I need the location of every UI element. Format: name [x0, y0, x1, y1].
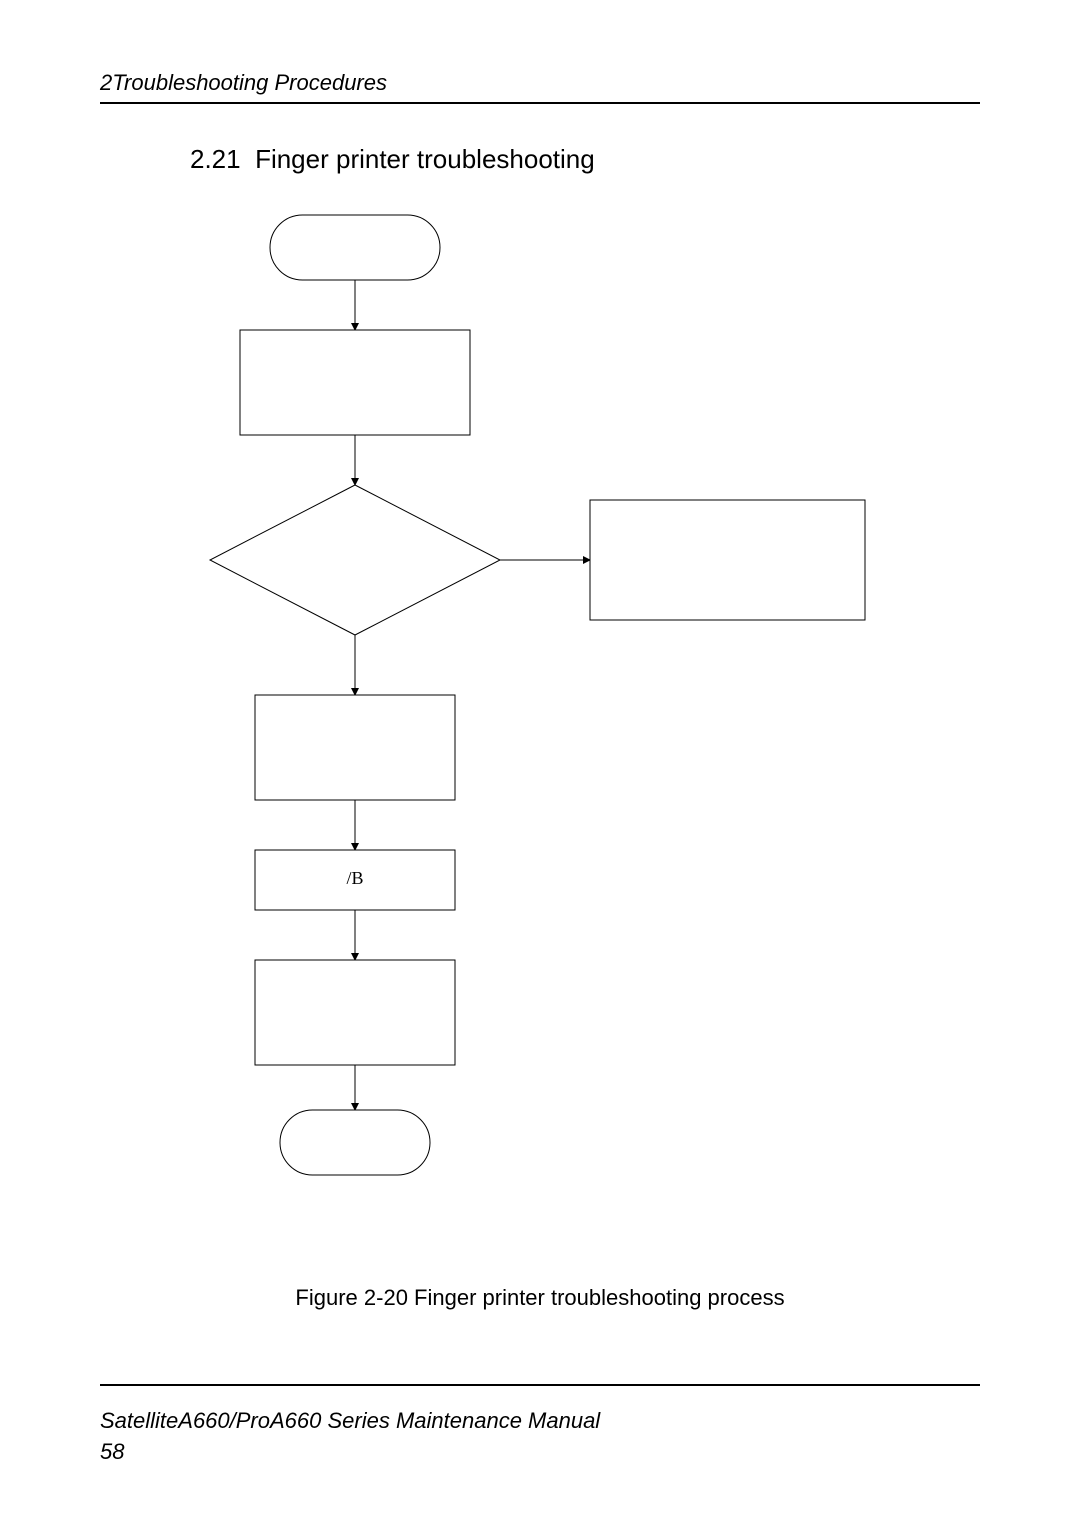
footer-line1: SatelliteA660/ProA660 Series Maintenance… — [100, 1408, 600, 1433]
footer-text: SatelliteA660/ProA660 Series Maintenance… — [100, 1406, 980, 1468]
page: 2Troubleshooting Procedures 2.21 Finger … — [0, 0, 1080, 1528]
section-title-text: Finger printer troubleshooting — [255, 144, 595, 174]
page-header: 2Troubleshooting Procedures — [100, 70, 980, 96]
footer-rule — [100, 1384, 980, 1386]
footer-line2: 58 — [100, 1439, 124, 1464]
flowchart-svg: /B — [100, 205, 980, 1225]
section-title: 2.21 Finger printer troubleshooting — [190, 144, 980, 175]
footer-block: SatelliteA660/ProA660 Series Maintenance… — [100, 1384, 980, 1468]
section-number: 2.21 — [190, 144, 241, 174]
svg-text:/B: /B — [346, 868, 363, 888]
header-rule — [100, 102, 980, 104]
figure-caption: Figure 2-20 Finger printer troubleshooti… — [100, 1285, 980, 1311]
flowchart-figure: /B — [100, 205, 980, 1225]
